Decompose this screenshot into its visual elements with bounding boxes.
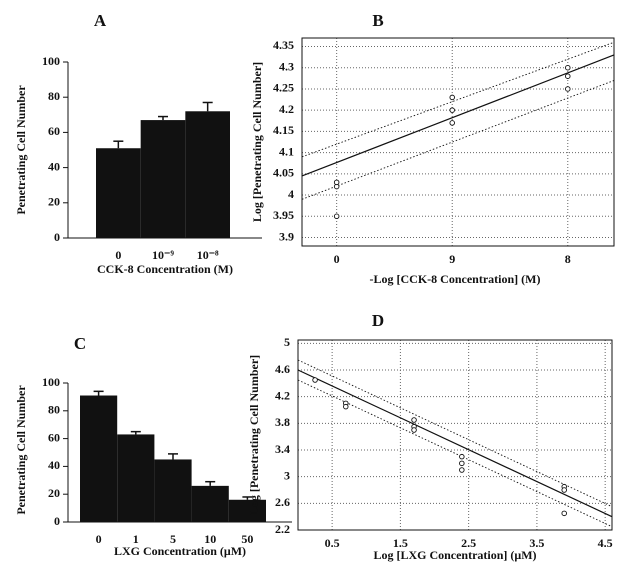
bar [80, 395, 118, 522]
x-tick-label: 9 [449, 252, 455, 266]
y-tick-label: 4.3 [279, 59, 294, 73]
data-point [333, 213, 340, 220]
plot-frame [301, 37, 615, 247]
data-point [343, 403, 349, 410]
x-axis-title: LXG Concentration (μM) [114, 544, 246, 558]
x-tick-label: 0 [96, 532, 102, 546]
x-tick-label: 50 [241, 532, 253, 546]
bar [96, 148, 141, 238]
data-point [449, 94, 455, 101]
x-tick-label: 10⁻⁹ [152, 248, 174, 262]
data-point [312, 377, 318, 383]
y-tick-label: 4 [288, 187, 294, 201]
y-tick-label: 4.15 [273, 123, 294, 137]
data-point [449, 120, 455, 126]
y-tick-label: 40 [48, 159, 60, 173]
x-tick-label: 3.5 [529, 536, 544, 550]
data-point [449, 107, 455, 113]
y-tick-label: 3.4 [275, 442, 290, 456]
bar [191, 485, 229, 522]
y-tick-label: 3 [284, 468, 290, 482]
y-tick-label: 60 [48, 124, 60, 138]
data-point [561, 487, 567, 493]
y-tick-label: 100 [42, 375, 60, 389]
data-point [565, 73, 571, 79]
y-tick-label: 4.05 [273, 166, 294, 180]
x-tick-label: 1.5 [393, 536, 408, 550]
confidence-line [301, 41, 615, 158]
data-point [565, 86, 571, 92]
x-tick-label: 0 [334, 252, 340, 266]
x-tick-label: 5 [170, 532, 176, 546]
fit-line [297, 369, 613, 518]
x-tick-label: 1 [133, 532, 139, 546]
y-tick-label: 4.1 [279, 144, 294, 158]
x-tick-label: 10 [204, 532, 216, 546]
data-point [333, 179, 340, 186]
x-axis-title: Log [LXG Concentration] (μM) [373, 548, 536, 562]
panel-letter: D [372, 311, 384, 330]
x-tick-label: 10⁻⁸ [197, 248, 219, 262]
y-tick-label: 0 [54, 514, 60, 528]
y-tick-label: 2.2 [275, 522, 290, 536]
y-tick-label: 4.2 [279, 102, 294, 116]
x-tick-label: 0 [115, 248, 121, 262]
y-axis-title: Penetrating Cell Number [14, 85, 28, 215]
y-tick-label: 80 [48, 403, 60, 417]
data-point [411, 427, 417, 433]
panel-letter: B [372, 11, 383, 30]
y-tick-label: 3.8 [275, 415, 290, 429]
y-axis-title: Log [Penetrating Cell Number] [247, 355, 261, 515]
y-tick-label: 80 [48, 89, 60, 103]
x-tick-label: 8 [565, 252, 571, 266]
data-point [459, 467, 465, 473]
y-tick-label: 20 [48, 486, 60, 500]
y-tick-label: 5 [284, 335, 290, 349]
y-tick-label: 20 [48, 195, 60, 209]
data-point [411, 417, 417, 423]
plot-frame [297, 339, 613, 531]
y-tick-label: 3.95 [273, 208, 294, 222]
data-point [459, 460, 465, 467]
fit-line [301, 54, 615, 177]
data-point [565, 64, 571, 71]
bar [140, 120, 186, 238]
y-axis-title: Log [Penetrating Cell Number] [250, 62, 264, 222]
y-axis-title: Penetrating Cell Number [14, 385, 28, 515]
y-tick-label: 4.35 [273, 38, 294, 52]
y-tick-label: 4.25 [273, 81, 294, 95]
x-axis-title: -Log [CCK-8 Concentration] (M) [370, 272, 541, 286]
y-tick-label: 3.9 [279, 229, 294, 243]
x-tick-label: 0.5 [325, 536, 340, 550]
y-tick-label: 4.6 [275, 362, 290, 376]
x-axis-title: CCK-8 Concentration (M) [97, 262, 233, 276]
bar [154, 459, 192, 522]
y-tick-label: 0 [54, 230, 60, 244]
bar [117, 434, 155, 522]
x-tick-label: 2.5 [461, 536, 476, 550]
panel-letter: A [94, 11, 107, 30]
x-tick-label: 4.5 [598, 536, 613, 550]
panel-letter: C [74, 334, 86, 353]
bar [185, 111, 230, 238]
y-tick-label: 60 [48, 430, 60, 444]
data-point [459, 453, 465, 460]
bar [228, 499, 266, 522]
y-tick-label: 2.6 [275, 495, 290, 509]
y-tick-label: 100 [42, 54, 60, 68]
y-tick-label: 40 [48, 458, 60, 472]
y-tick-label: 4.2 [275, 388, 290, 402]
data-point [561, 510, 567, 517]
